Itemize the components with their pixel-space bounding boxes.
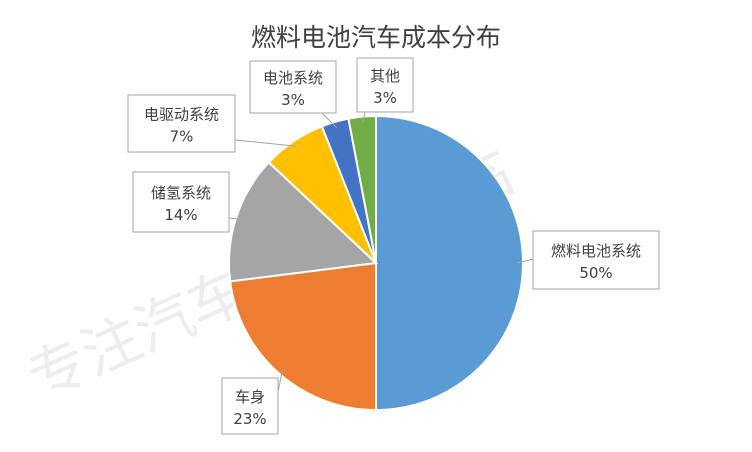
pie-slices	[228, 114, 524, 412]
slice-value-label: 23%	[233, 410, 266, 428]
slice-value-label: 14%	[164, 206, 197, 224]
label-box	[127, 94, 236, 153]
pie-slice	[375, 114, 524, 412]
slice-value-label: 50%	[579, 264, 612, 282]
slice-label: 电驱动系统	[144, 106, 219, 124]
leader-line	[234, 139, 297, 147]
pie-slice	[229, 261, 377, 412]
label-box	[532, 230, 660, 290]
slice-label: 其他	[370, 67, 400, 85]
leader-line	[277, 368, 284, 393]
label-box	[249, 60, 337, 114]
slice-label: 车身	[235, 388, 265, 406]
label-box	[356, 57, 414, 113]
leader-line	[321, 112, 337, 128]
label-box	[132, 171, 230, 233]
slice-label: 储氢系统	[151, 184, 211, 202]
pie-slice	[347, 114, 377, 264]
pie-slice	[228, 160, 379, 283]
chart-title: 燃料电池汽车成本分布	[251, 23, 501, 52]
leader-line	[362, 111, 366, 123]
slice-label: 电池系统	[263, 69, 323, 87]
slice-labels: 燃料电池系统 50% 车身 23% 储氢系统 14% 电驱动系统 7% 电池系统 3% 其他 3%	[127, 57, 660, 435]
slice-value-label: 3%	[281, 91, 305, 109]
slice-label: 燃料电池系统	[551, 242, 641, 260]
leader-line	[516, 258, 534, 264]
slice-value-label: 7%	[170, 128, 194, 146]
slice-value-label: 3%	[373, 89, 397, 107]
leader-line	[228, 217, 242, 220]
label-box	[221, 377, 279, 435]
